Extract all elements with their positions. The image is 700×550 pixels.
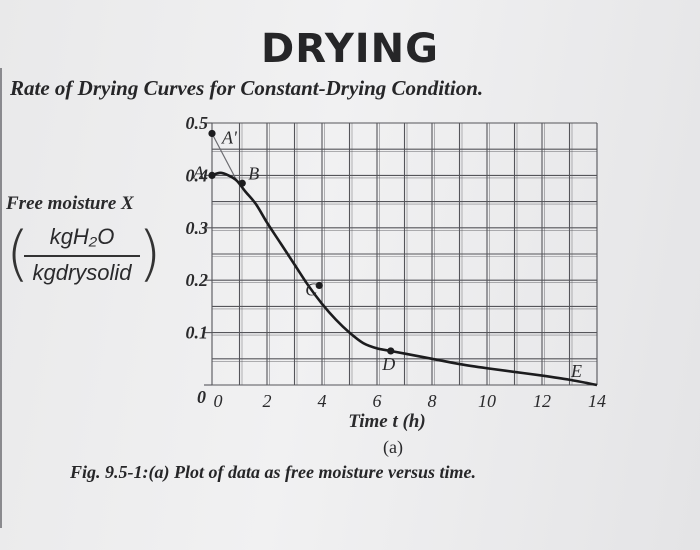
x-tick-label: 2 [263,391,272,411]
x-axis-label: Time t (h) [348,411,425,432]
chart-segments [211,133,238,181]
left-paren-glyph: ( [6,219,30,289]
y-axis-label: Free moisture X [6,193,134,214]
figure-caption: Fig. 9.5-1:(a) Plot of data as free mois… [70,462,476,482]
y-tick-label: 0.1 [186,323,209,343]
section-subtitle: Rate of Drying Curves for Constant-Dryin… [10,76,484,100]
subfigure-label: (a) [383,437,403,458]
point-label-E: E [570,361,582,381]
right-paren-glyph: ) [138,219,162,289]
page-heading: DRYING [261,26,439,72]
x-tick-labels: 0 2 4 6 8 10 12 14 [214,391,607,411]
unit-denominator: kgdrysolid [32,260,132,285]
y-tick-label: 0.4 [186,165,209,185]
chart-grid [204,122,598,386]
y-tick-label: 0 [197,387,206,407]
x-tick-label: 8 [428,391,437,411]
point-label-B: B [248,163,259,183]
point-label-Aprime: A' [221,127,238,147]
chart-points: A' A B C D E [192,127,582,381]
data-point-C [315,281,323,290]
x-tick-label: 10 [478,391,496,411]
initial-segment [211,133,238,181]
point-label-D: D [381,354,395,374]
data-point-D [387,347,395,355]
data-point-A [208,171,216,179]
y-axis-unit: ( kgH₂O kgdrysolid ) [6,219,161,294]
x-tick-label: 14 [588,391,606,411]
x-tick-label: 6 [373,391,382,411]
y-tick-label: 0.2 [186,270,209,290]
point-label-C: C [305,279,318,299]
page-edge-rule [0,68,2,528]
y-tick-labels: 0 0.1 0.2 0.3 0.4 0.5 [186,113,209,407]
data-point-B [238,179,246,187]
unit-numerator: kgH₂O [49,224,115,249]
x-tick-label: 0 [214,391,223,411]
point-label-A: A [192,162,205,182]
x-tick-label: 4 [318,391,327,411]
data-point-Aprime [208,129,216,138]
x-tick-label: 12 [533,391,551,411]
y-tick-label: 0.3 [186,218,209,238]
drying-curve [211,171,598,387]
y-tick-label: 0.5 [186,113,209,133]
unit-fraction-bar [24,255,140,257]
